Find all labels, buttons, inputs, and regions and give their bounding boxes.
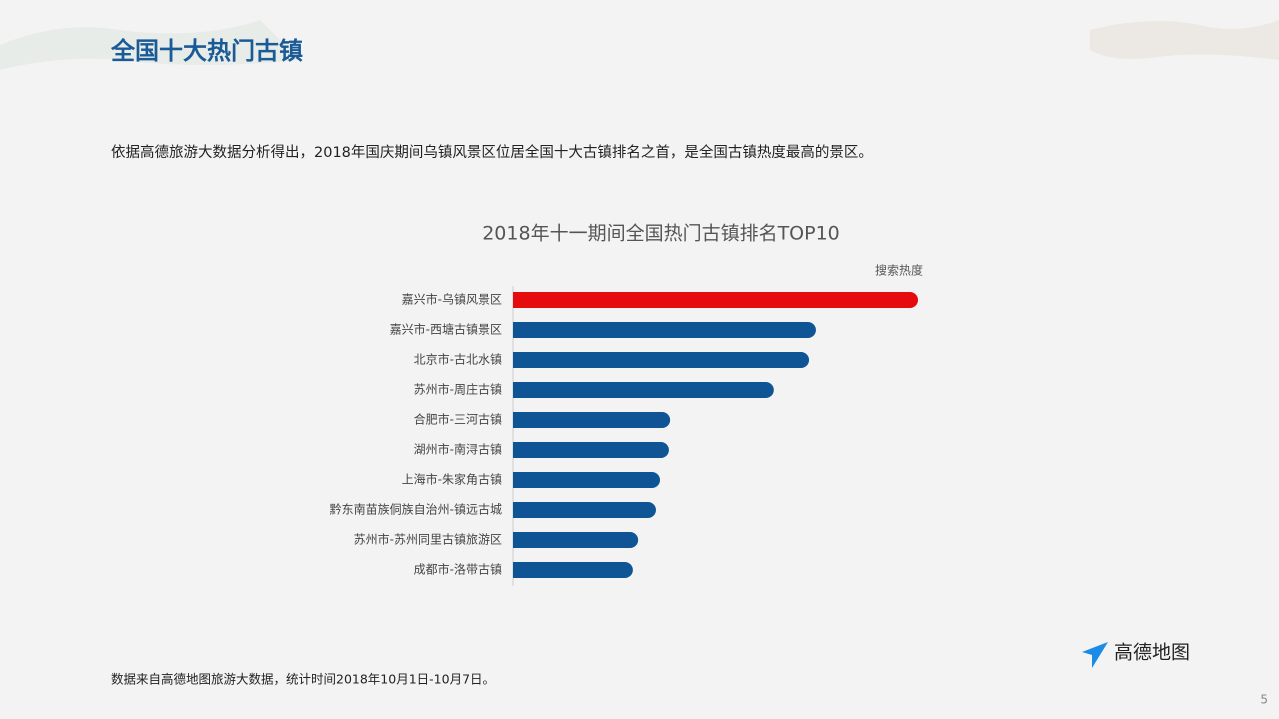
category-label: 合肥市-三河古镇 bbox=[414, 412, 502, 427]
chart-title: 2018年十一期间全国热门古镇排名TOP10 bbox=[482, 223, 840, 245]
category-label: 成都市-洛带古镇 bbox=[414, 562, 502, 577]
source-note: 数据来自高德地图旅游大数据，统计时间2018年10月1日-10月7日。 bbox=[111, 672, 495, 687]
bar bbox=[513, 322, 816, 338]
bar bbox=[513, 472, 661, 488]
bar bbox=[513, 502, 656, 518]
category-label: 北京市-古北水镇 bbox=[414, 352, 502, 367]
bar bbox=[513, 412, 671, 428]
bar bbox=[513, 532, 639, 548]
axis-label: 搜索热度 bbox=[875, 263, 923, 278]
bar bbox=[513, 562, 633, 578]
logo-text: 高德地图 bbox=[1114, 642, 1190, 664]
category-label: 苏州市-周庄古镇 bbox=[414, 382, 502, 397]
logo-icon bbox=[1082, 642, 1108, 668]
category-label: 嘉兴市-西塘古镇景区 bbox=[390, 322, 502, 337]
bar bbox=[513, 352, 810, 368]
bar bbox=[513, 292, 918, 308]
category-label: 上海市-朱家角古镇 bbox=[402, 472, 502, 487]
decor-right bbox=[1090, 20, 1279, 60]
category-label: 湖州市-南浔古镇 bbox=[414, 442, 502, 457]
slide-title: 全国十大热门古镇 bbox=[110, 37, 303, 65]
category-label: 嘉兴市-乌镇风景区 bbox=[402, 292, 502, 307]
description: 依据高德旅游大数据分析得出，2018年国庆期间乌镇风景区位居全国十大古镇排名之首… bbox=[111, 143, 873, 161]
category-label: 苏州市-苏州同里古镇旅游区 bbox=[354, 532, 502, 547]
logo: 高德地图 bbox=[1082, 642, 1190, 668]
page-number: 5 bbox=[1260, 693, 1268, 707]
category-label: 黔东南苗族侗族自治州-镇远古城 bbox=[330, 502, 502, 517]
decor-left bbox=[0, 20, 300, 70]
bar bbox=[513, 382, 774, 398]
bar bbox=[513, 442, 669, 458]
